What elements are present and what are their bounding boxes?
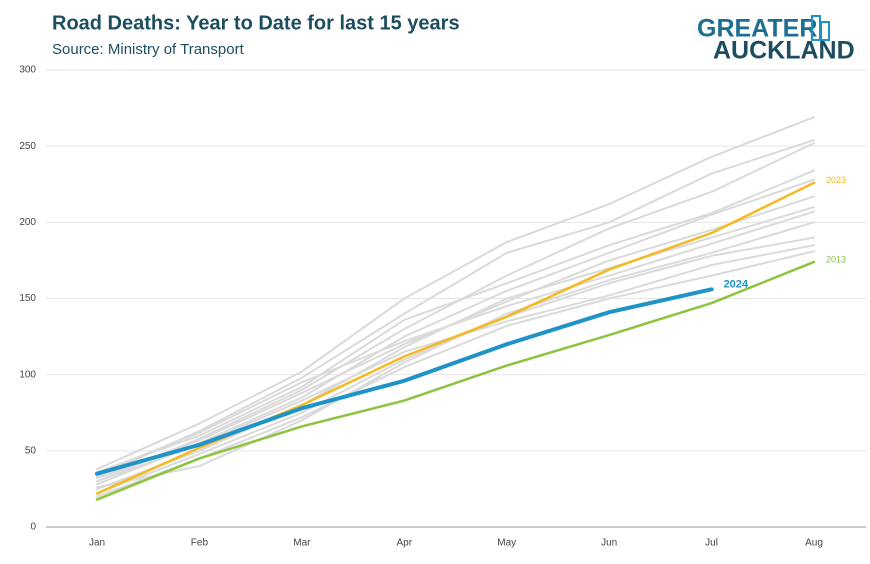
x-tick-label: Jul [705, 538, 718, 549]
series-line [96, 139, 815, 478]
y-tick-label: 0 [30, 522, 36, 533]
x-tick-label: Jan [89, 538, 105, 549]
series-line [96, 169, 815, 474]
x-tick-label: Feb [191, 538, 209, 549]
x-tick-label: Aug [805, 538, 823, 549]
x-tick-label: Apr [397, 538, 413, 549]
series-label: 2013 [826, 254, 846, 264]
y-tick-label: 250 [19, 141, 36, 152]
y-tick-label: 150 [19, 293, 36, 304]
series-line [95, 260, 816, 501]
series-line [96, 236, 815, 495]
logo-text: AUCKLAND [713, 37, 855, 65]
series-label: 2023 [826, 175, 846, 185]
y-tick-label: 200 [19, 217, 36, 228]
x-tick-label: Jun [601, 538, 617, 549]
series-line [95, 287, 714, 476]
chart-title: Road Deaths: Year to Date for last 15 ye… [52, 12, 460, 34]
series-line [96, 178, 815, 486]
x-tick-label: Mar [293, 538, 311, 549]
series-line [96, 210, 815, 475]
chart-subtitle: Source: Ministry of Transport [52, 41, 245, 58]
logo-icon [820, 21, 830, 41]
x-tick-label: May [497, 538, 516, 549]
y-tick-label: 300 [19, 65, 36, 76]
series-line [96, 116, 815, 471]
y-tick-label: 100 [19, 369, 36, 380]
series-label: 2024 [724, 278, 749, 290]
y-tick-label: 50 [25, 445, 37, 456]
logo: GREATER AUCKLAND [697, 15, 855, 65]
logo-text: GREATER [697, 15, 817, 43]
series-line [96, 250, 815, 498]
